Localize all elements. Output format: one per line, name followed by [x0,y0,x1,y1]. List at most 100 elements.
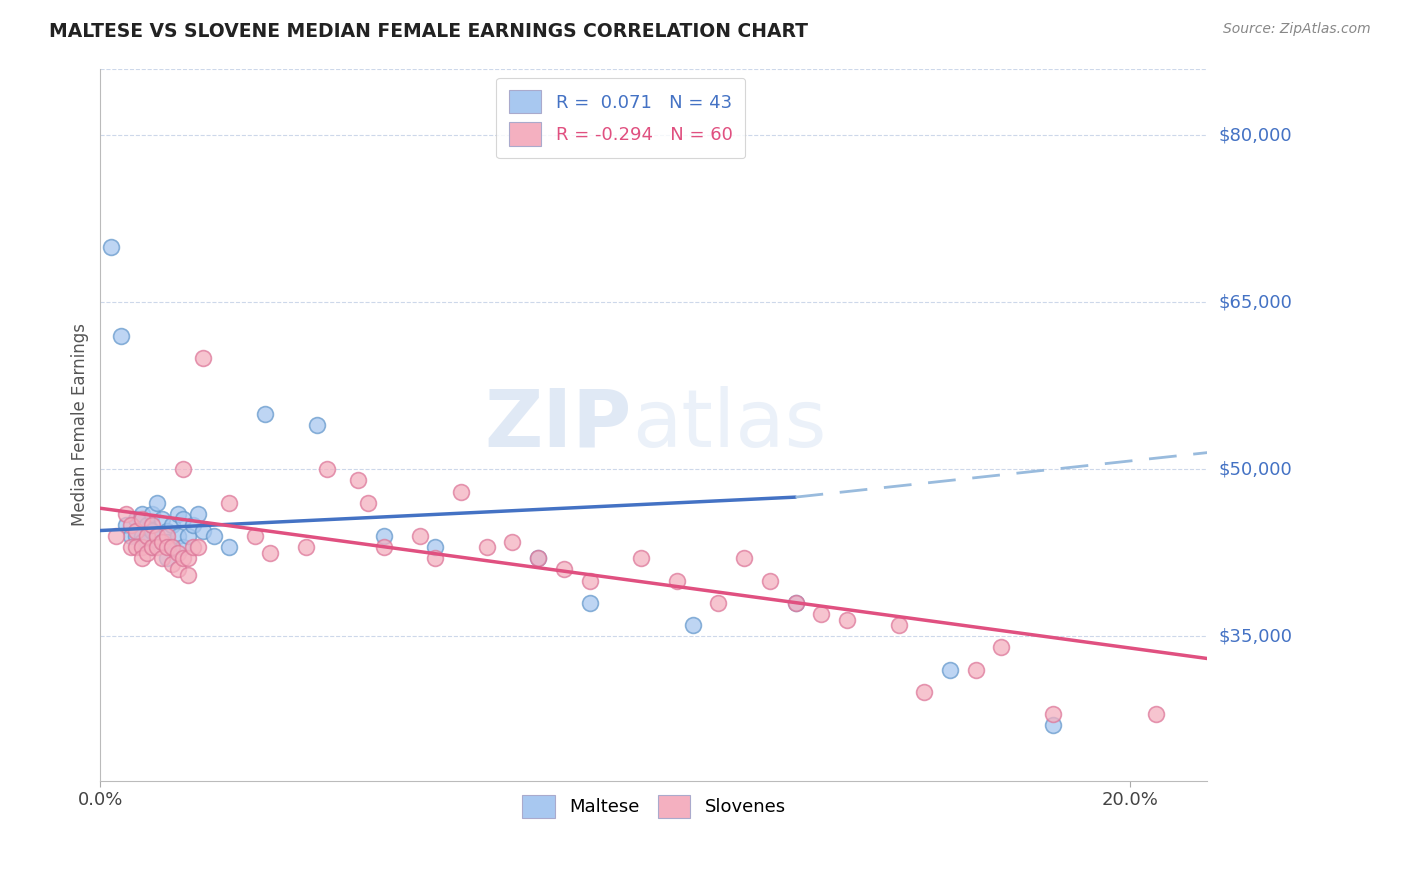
Point [166,562,188,576]
Point [810,607,832,621]
Point [475,540,498,554]
Point [785,596,807,610]
Point [187,540,209,554]
Point [887,618,910,632]
Point [785,596,807,610]
Text: $65,000: $65,000 [1219,293,1292,311]
Point [131,551,153,566]
Point [150,534,173,549]
Point [131,507,153,521]
Point [193,351,215,365]
Point [527,551,550,566]
Point [305,417,328,432]
Point [758,574,780,588]
Point [501,534,523,549]
Point [120,529,142,543]
Point [146,529,169,543]
Point [423,540,446,554]
Point [172,462,194,476]
Point [156,534,179,549]
Point [218,540,240,554]
Point [965,663,987,677]
Point [125,524,148,538]
Point [146,540,169,554]
Point [156,551,179,566]
Point [172,512,194,526]
Point [166,529,188,543]
Point [193,524,215,538]
Point [104,529,127,543]
Point [172,540,194,554]
Point [357,496,380,510]
Point [254,407,277,421]
Point [1042,718,1064,732]
Point [177,529,200,543]
Point [316,462,339,476]
Point [373,529,395,543]
Point [131,540,153,554]
Point [115,518,138,533]
Point [187,507,209,521]
Point [135,529,157,543]
Point [408,529,430,543]
Point [135,534,157,549]
Point [115,507,138,521]
Point [202,529,225,543]
Point [141,518,163,533]
Point [346,474,368,488]
Point [156,524,179,538]
Point [553,562,575,576]
Point [120,540,142,554]
Point [177,568,200,582]
Point [131,534,153,549]
Point [146,496,169,510]
Text: Source: ZipAtlas.com: Source: ZipAtlas.com [1223,22,1371,37]
Point [259,546,281,560]
Point [141,540,163,554]
Point [150,534,173,549]
Point [450,484,472,499]
Point [1042,707,1064,722]
Point [630,551,652,566]
Point [990,640,1012,655]
Text: $50,000: $50,000 [1219,460,1292,478]
Point [181,518,204,533]
Point [141,507,163,521]
Point [162,540,184,554]
Point [156,540,179,554]
Point [666,574,689,588]
Point [162,557,184,571]
Point [295,540,318,554]
Point [707,596,730,610]
Point [1144,707,1167,722]
Point [141,524,163,538]
Point [135,518,157,533]
Point [578,574,600,588]
Legend: Maltese, Slovenes: Maltese, Slovenes [515,788,793,825]
Point [131,529,153,543]
Text: $35,000: $35,000 [1219,627,1292,645]
Point [682,618,704,632]
Point [423,551,446,566]
Point [162,518,184,533]
Point [181,540,204,554]
Text: $80,000: $80,000 [1219,127,1292,145]
Point [156,529,179,543]
Point [141,540,163,554]
Point [125,512,148,526]
Point [912,685,935,699]
Point [125,529,148,543]
Point [166,546,188,560]
Point [100,240,122,254]
Point [120,518,142,533]
Point [162,540,184,554]
Text: ZIP: ZIP [485,385,631,464]
Point [373,540,395,554]
Point [146,529,169,543]
Y-axis label: Median Female Earnings: Median Female Earnings [72,323,89,526]
Point [835,613,858,627]
Text: MALTESE VS SLOVENE MEDIAN FEMALE EARNINGS CORRELATION CHART: MALTESE VS SLOVENE MEDIAN FEMALE EARNING… [49,22,808,41]
Text: atlas: atlas [631,385,827,464]
Point [243,529,266,543]
Point [125,540,148,554]
